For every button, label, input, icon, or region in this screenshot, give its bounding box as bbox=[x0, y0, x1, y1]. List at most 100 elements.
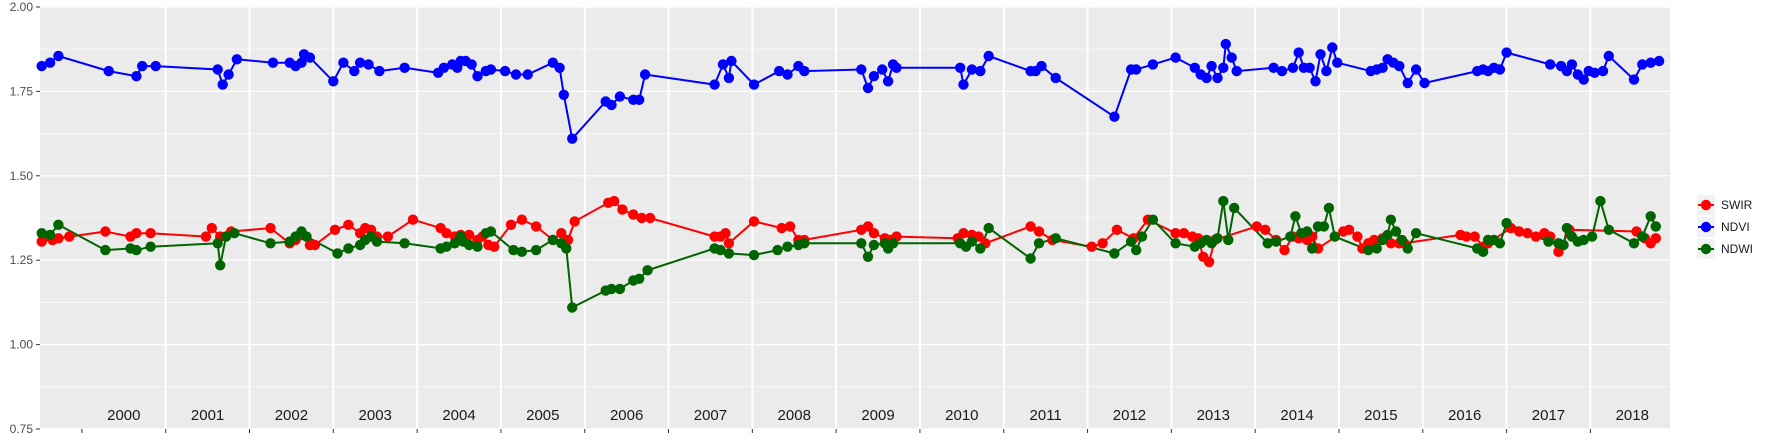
year-label: 2015 bbox=[1364, 407, 1397, 424]
ndvi-point bbox=[1501, 47, 1512, 58]
ndwi-point bbox=[1363, 244, 1374, 256]
year-label: 2007 bbox=[694, 407, 727, 424]
swir-point bbox=[64, 231, 75, 242]
year-label: 2013 bbox=[1197, 407, 1230, 424]
ndvi-point bbox=[1653, 55, 1665, 67]
ndvi-point bbox=[103, 65, 114, 77]
swir-point bbox=[329, 224, 341, 235]
ndwi-point bbox=[561, 243, 572, 254]
ndwi-point bbox=[516, 246, 528, 257]
ndwi-point bbox=[862, 251, 874, 262]
ndwi-point bbox=[1637, 231, 1648, 242]
swir-point bbox=[958, 228, 969, 239]
ndwi-point bbox=[1410, 228, 1422, 239]
ndwi-point bbox=[1223, 234, 1234, 246]
swir-point bbox=[720, 228, 731, 239]
ndvi-point bbox=[1212, 72, 1223, 84]
ndvi-point bbox=[958, 79, 969, 90]
ndwi-point bbox=[1025, 253, 1036, 264]
ndwi-point bbox=[220, 231, 232, 242]
swir-point bbox=[309, 239, 321, 251]
y-tick-label: 0.75 bbox=[10, 422, 34, 436]
ndwi-point bbox=[485, 226, 497, 237]
ndwi-point bbox=[1396, 234, 1408, 246]
ndvi-point bbox=[862, 82, 874, 94]
ndvi-point bbox=[1304, 62, 1315, 73]
ndvi-point bbox=[1147, 59, 1159, 70]
ndvi-point bbox=[748, 79, 760, 90]
swir-point bbox=[1650, 233, 1662, 244]
ndwi-point bbox=[1290, 211, 1301, 222]
swir-point bbox=[1469, 231, 1480, 242]
ndwi-point bbox=[441, 241, 452, 252]
ndwi-point bbox=[799, 238, 810, 249]
y-tick-label: 1.75 bbox=[10, 84, 34, 98]
ndwi-point bbox=[1318, 221, 1330, 232]
ndvi-point bbox=[1566, 59, 1578, 70]
ndwi-point bbox=[36, 228, 47, 239]
ndwi-point bbox=[1229, 202, 1240, 214]
ndvi-point bbox=[955, 62, 966, 73]
year-label: 2008 bbox=[778, 407, 811, 424]
ndvi-point bbox=[36, 60, 47, 72]
ndvi-point bbox=[472, 71, 483, 82]
ndwi-point bbox=[547, 234, 559, 246]
ndwi-point bbox=[966, 236, 978, 247]
ndvi-point bbox=[510, 69, 522, 80]
swir-point bbox=[1385, 238, 1397, 249]
ndwi-point bbox=[343, 243, 354, 254]
ndwi-point bbox=[1307, 243, 1318, 254]
ndwi-point bbox=[1650, 221, 1662, 232]
ndvi-point bbox=[1597, 65, 1609, 77]
ndvi-point bbox=[499, 65, 511, 77]
swir-point bbox=[145, 228, 156, 239]
ndvi-point bbox=[131, 71, 142, 82]
ndvi-point bbox=[782, 69, 793, 80]
ndvi-point bbox=[304, 52, 316, 63]
legend-swir-marker bbox=[1700, 199, 1712, 211]
ndvi-point bbox=[1321, 65, 1332, 77]
legend-swir-label: SWIR bbox=[1721, 198, 1753, 212]
ndvi-point bbox=[1410, 64, 1422, 75]
ndwi-point bbox=[715, 244, 726, 256]
ndwi-point bbox=[723, 248, 735, 259]
year-label: 2018 bbox=[1616, 407, 1649, 424]
ndwi-point bbox=[1329, 231, 1341, 242]
swir-point bbox=[556, 228, 567, 239]
ndvi-point bbox=[363, 59, 374, 70]
ndwi-point bbox=[1270, 236, 1282, 247]
ndwi-point bbox=[1371, 243, 1382, 254]
ndwi-point bbox=[1385, 214, 1397, 225]
swir-point bbox=[1343, 224, 1355, 235]
ndvi-point bbox=[374, 65, 385, 77]
ndwi-point bbox=[530, 244, 542, 256]
ndvi-point bbox=[1402, 77, 1413, 89]
ndwi-point bbox=[265, 238, 276, 249]
swir-point bbox=[636, 212, 647, 224]
x-axis bbox=[81, 429, 1591, 433]
swir-point bbox=[1033, 226, 1045, 237]
ndwi-point bbox=[887, 238, 899, 249]
ndvi-point bbox=[1170, 52, 1181, 63]
ndvi-point bbox=[150, 60, 161, 72]
swir-point bbox=[131, 228, 142, 239]
ndvi-point bbox=[726, 55, 737, 67]
ndvi-point bbox=[1287, 62, 1299, 73]
ndwi-point bbox=[1131, 244, 1142, 256]
ndvi-point bbox=[1645, 57, 1656, 68]
ndvi-point bbox=[639, 69, 651, 80]
ndvi-point bbox=[349, 65, 360, 77]
swir-point bbox=[53, 233, 64, 244]
year-label: 2005 bbox=[526, 407, 559, 424]
swir-point bbox=[1178, 228, 1190, 239]
ndwi-point bbox=[212, 238, 223, 249]
legend-ndwi-label: NDWI bbox=[1721, 242, 1753, 256]
ndvi-point bbox=[223, 69, 234, 80]
ndwi-point bbox=[1109, 248, 1120, 259]
ndwi-point bbox=[1603, 224, 1615, 235]
ndwi-point bbox=[634, 273, 645, 284]
ndvi-point bbox=[1315, 49, 1326, 60]
ndvi-point bbox=[1310, 76, 1321, 87]
ndvi-point bbox=[1231, 65, 1242, 77]
ndwi-point bbox=[642, 265, 653, 276]
